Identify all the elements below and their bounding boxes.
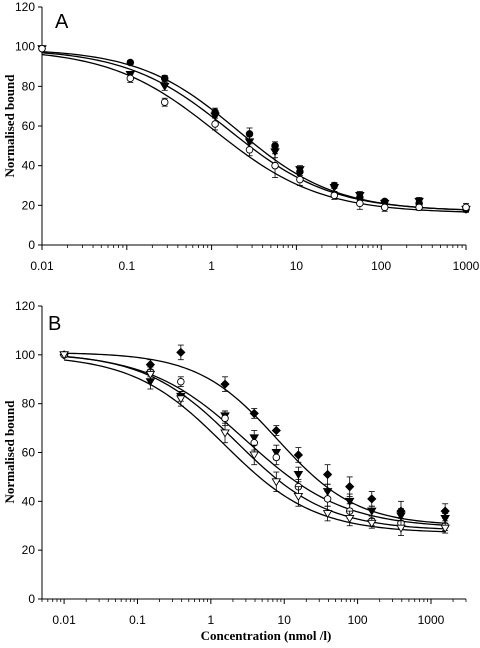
data-point	[59, 351, 69, 360]
series-3	[60, 351, 449, 532]
y-tick-label: 80	[22, 79, 36, 93]
y-tick-label: 0	[28, 592, 35, 606]
y-tick-label: 100	[15, 40, 35, 54]
x-tick-label: 1000	[418, 613, 445, 627]
data-point	[293, 493, 304, 502]
data-point	[322, 469, 333, 480]
y-tick-label: 120	[15, 0, 35, 14]
x-tick-label: 0.1	[129, 613, 146, 627]
fit-curve	[64, 359, 446, 533]
data-point	[323, 495, 332, 503]
data-point	[344, 514, 355, 524]
y-tick-label: 60	[22, 446, 36, 460]
data-point	[344, 497, 355, 507]
x-tick-label: 10	[290, 259, 304, 273]
data-point	[322, 510, 333, 519]
data-point	[355, 191, 365, 201]
series-4	[59, 351, 450, 536]
y-tick-label: 40	[22, 494, 36, 508]
x-tick-label: 100	[371, 259, 391, 273]
data-point	[295, 166, 305, 175]
x-tick-label: 1000	[453, 259, 480, 273]
panel-b: 0 20 40 60 80 100 120 0.01 0.1 1 10 100 1000 B Normali…	[2, 299, 467, 643]
data-point	[330, 191, 339, 200]
y-axis-title: Normalised bound	[2, 74, 17, 178]
y-tick-label: 20	[22, 198, 36, 212]
x-tick-label: 0.01	[30, 259, 54, 273]
data-point	[440, 514, 450, 524]
data-point	[415, 203, 423, 212]
data-point	[211, 120, 219, 128]
series-1	[38, 44, 470, 214]
data-point	[366, 519, 377, 528]
data-point	[244, 138, 255, 147]
series-2	[37, 45, 471, 214]
data-point	[245, 146, 254, 154]
data-point	[145, 370, 156, 380]
data-point	[367, 494, 377, 504]
data-point	[160, 98, 169, 106]
data-point	[414, 197, 424, 207]
data-point	[126, 74, 135, 83]
data-point	[366, 507, 377, 516]
data-point	[221, 414, 229, 423]
y-tick-label: 40	[22, 159, 36, 173]
series-2	[59, 351, 450, 526]
y-tick-label: 20	[22, 543, 36, 557]
data-point	[159, 82, 170, 92]
data-point	[270, 148, 280, 157]
data-point	[329, 184, 340, 193]
data-point	[160, 74, 169, 83]
y-axis-title: Normalised bound	[2, 400, 17, 504]
x-axis-title: Concentration (nmol /l)	[201, 628, 332, 643]
data-point	[396, 512, 406, 521]
panel-label: B	[48, 313, 61, 335]
data-point	[176, 347, 186, 358]
x-tick-label: 0.01	[52, 613, 76, 627]
x-tick-label: 100	[348, 613, 368, 627]
y-tick-label: 0	[28, 238, 35, 252]
data-point	[356, 199, 364, 208]
fit-curve	[41, 51, 467, 211]
data-point	[293, 450, 304, 460]
data-point	[177, 377, 185, 386]
data-point	[249, 451, 260, 460]
data-point	[220, 379, 230, 389]
y-tick-label: 100	[15, 348, 35, 362]
x-tick-label: 0.1	[118, 259, 135, 273]
series-3	[38, 44, 470, 213]
data-point	[345, 482, 355, 492]
x-tick-label: 1	[208, 259, 215, 273]
fit-curve	[41, 52, 467, 211]
data-point	[293, 471, 304, 480]
data-point	[176, 395, 186, 404]
data-point	[462, 203, 470, 212]
y-tick-label: 80	[22, 397, 36, 411]
data-point	[272, 453, 281, 462]
x-tick-label: 10	[278, 613, 292, 627]
data-point	[126, 58, 135, 67]
y-tick-label: 120	[15, 299, 35, 313]
data-point	[210, 112, 220, 121]
data-point	[440, 524, 450, 533]
data-point	[38, 44, 46, 53]
data-point	[380, 203, 389, 212]
panel-label: A	[55, 11, 69, 33]
panel-a: 0 20 40 60 80 100 120 0.01 0.1 1 10 100 1000 A Normali…	[2, 0, 480, 273]
data-point	[271, 478, 282, 487]
data-point	[296, 175, 304, 184]
data-point	[271, 425, 281, 436]
fit-curve	[41, 53, 467, 213]
series-1	[59, 344, 450, 524]
data-point	[220, 429, 230, 438]
data-point	[249, 408, 259, 419]
y-tick-label: 60	[22, 119, 36, 133]
data-point	[396, 524, 406, 533]
x-tick-label: 1	[208, 613, 215, 627]
data-point	[271, 161, 279, 170]
